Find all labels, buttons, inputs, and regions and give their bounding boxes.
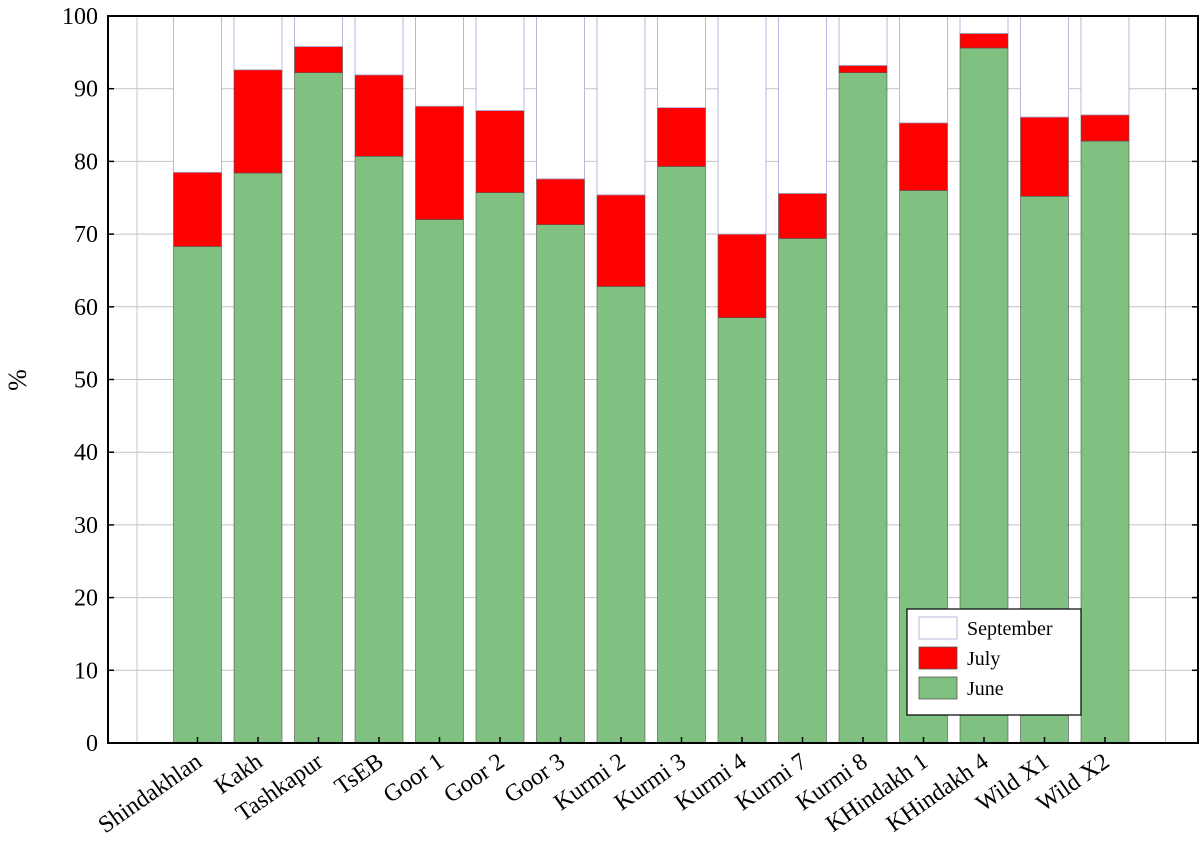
bar-segment-september [536,15,585,180]
bar-segment-june [354,156,404,744]
legend-label: June [967,678,1004,700]
bar-segment-june [536,224,585,744]
x-tick-label: Goor 1 [379,749,449,809]
legend-swatch-july [918,646,958,670]
bar-segment-june [596,286,646,744]
bar-segment-september [838,15,888,66]
bar-segment-july [959,33,1009,49]
x-tick-label: Goor 2 [439,749,509,809]
bar-segment-september [475,15,525,111]
bar-segment-june [717,317,767,744]
bar-segment-september [657,15,706,109]
bar-segment-july [717,233,767,319]
y-tick-label: 90 [74,77,98,103]
bar-segment-july [475,110,525,193]
legend-swatch-september [918,616,958,640]
bar-segment-june [1080,140,1130,744]
bar-segment-july [899,122,948,191]
legend-swatch-june [918,676,958,700]
bar-segment-july [778,193,827,239]
bar-segment-june [778,238,827,744]
bar-segment-september [899,15,948,124]
bar-segment-september [717,15,767,235]
bar-segment-september [596,15,646,196]
y-tick-label: 20 [74,586,98,612]
legend-label: September [967,618,1053,640]
bar-segment-july [1020,116,1069,197]
bar-segment-july [536,178,585,225]
bar-segment-september [1080,15,1130,116]
y-axis-title: % [3,369,32,391]
bar-segment-july [354,74,404,157]
bars [173,15,1130,744]
x-tick-label: TsEB [330,749,388,801]
y-tick-label: 40 [74,440,98,466]
bar-segment-september [1020,15,1069,118]
bar-segment-september [173,15,222,173]
bar-segment-september [233,15,283,71]
bar-segment-september [354,15,404,76]
y-tick-label: 0 [86,731,98,757]
bar-segment-september [778,15,827,194]
y-tick-label: 50 [74,368,98,394]
bar-segment-september [294,15,343,47]
bar-segment-july [415,105,464,220]
legend: September July June [906,608,1082,716]
y-tick-label: 70 [74,222,98,248]
bar-segment-july [1080,114,1130,142]
bar-segment-july [233,69,283,174]
y-tick-label: 10 [74,658,98,684]
bar-segment-june [657,166,706,744]
bar-segment-july [173,172,222,247]
bar-segment-july [294,46,343,74]
y-tick-label: 80 [74,149,98,175]
legend-label: July [967,648,1000,670]
x-tick-label: Shindakhlan [94,749,207,839]
bar-segment-september [415,15,464,107]
bar-segment-july [596,194,646,287]
bar-segment-june [233,172,283,744]
bar-segment-june [173,246,222,744]
y-tick-label: 60 [74,295,98,321]
bar-segment-september [959,15,1009,34]
bar-segment-july [657,107,706,167]
y-tick-label: 30 [74,513,98,539]
bar-segment-july [838,65,888,74]
y-axis: 0 10 20 30 40 50 60 70 80 90 100 [62,4,1198,757]
bar-segment-june [415,219,464,744]
bar-segment-june [294,72,343,744]
bar-segment-june [475,192,525,744]
y-tick-label: 100 [62,4,98,30]
bar-segment-june [838,72,888,744]
